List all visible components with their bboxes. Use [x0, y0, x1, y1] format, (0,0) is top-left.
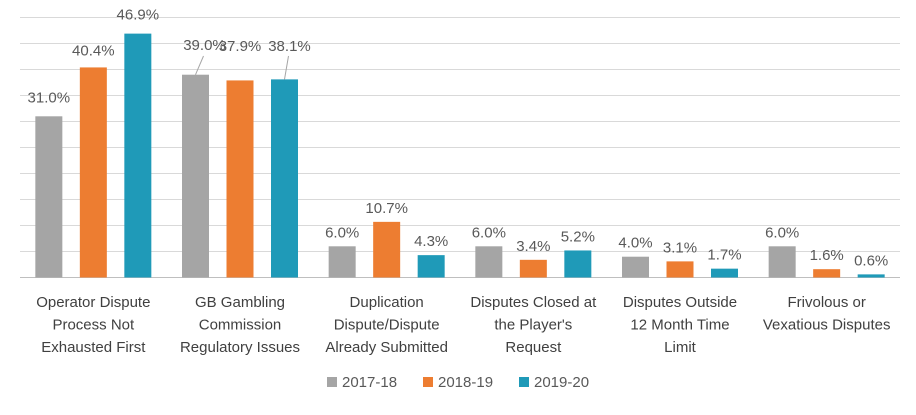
category-label: Frivolous or Vexatious Disputes: [763, 294, 891, 334]
data-label: 4.0%: [618, 235, 652, 252]
category-label: Operator Dispute Process Not Exhausted Fir…: [36, 294, 150, 356]
legend-swatch: [423, 377, 433, 387]
data-label: 6.0%: [472, 224, 506, 241]
bar-2018-19-5: [813, 269, 841, 278]
legend-label: 2017-18: [342, 374, 397, 391]
label-leader-line: [284, 55, 289, 80]
data-label: 31.0%: [28, 89, 71, 106]
legend-label: 2018-19: [438, 374, 493, 391]
bar-2017-18-5: [768, 246, 796, 278]
data-label: 6.0%: [325, 224, 359, 241]
data-label: 0.6%: [854, 252, 888, 269]
bar-2019-20-3: [564, 250, 592, 278]
data-label: 4.3%: [414, 233, 448, 250]
bar-2019-20-5: [857, 274, 885, 278]
bar-2017-18-3: [475, 246, 503, 278]
bar-2017-18-2: [328, 246, 356, 278]
bar-2019-20-1: [271, 79, 298, 278]
bar-2018-19-2: [373, 221, 401, 278]
bar-2019-20-2: [417, 255, 445, 278]
category-label: Disputes Closed at the Player's Request: [470, 294, 597, 356]
legend-swatch: [327, 377, 337, 387]
bar-2018-19-1: [226, 80, 254, 278]
category-labels: Operator Dispute Process Not Exhausted Fir…: [36, 294, 890, 356]
data-label: 38.1%: [268, 38, 311, 55]
data-label: 5.2%: [561, 228, 595, 245]
data-label: 39.0%: [183, 37, 226, 54]
data-label: 6.0%: [765, 224, 799, 241]
bar-2018-19-4: [666, 261, 694, 278]
bar-2019-20-4: [711, 268, 738, 278]
data-label: 3.4%: [516, 238, 550, 255]
category-label: GB Gambling Commission Regulatory Issues: [180, 294, 300, 356]
category-label: Duplication Dispute/Dispute Already Submit…: [325, 294, 448, 356]
gridlines: [20, 17, 900, 278]
legend-swatch: [519, 377, 529, 387]
legend: 2017-18 2018-19 2019-20: [327, 374, 589, 391]
legend-label: 2019-20: [534, 374, 589, 391]
data-label: 1.6%: [810, 247, 844, 264]
label-leader-line: [195, 55, 204, 75]
data-labels: 31.0% 40.4% 46.9% 39.0%37.9% 38.1% 6.0% 10.7% 4…: [28, 7, 889, 270]
bar-2017-18-4: [622, 256, 649, 278]
data-label: 46.9%: [117, 7, 160, 24]
data-label: 10.7%: [365, 200, 408, 217]
bar-2017-18-0: [35, 116, 63, 278]
data-label: 37.9%: [219, 38, 262, 55]
bar-2018-19-0: [79, 67, 107, 278]
data-label: 1.7%: [707, 247, 741, 264]
category-label: Disputes Outside 12 Month Time Limit: [623, 294, 737, 356]
data-label: 3.1%: [663, 239, 697, 256]
bar-2018-19-3: [519, 259, 547, 278]
bar-2017-18-1: [182, 74, 209, 278]
data-label: 40.4%: [72, 42, 115, 59]
bars: [35, 33, 885, 278]
bar-2019-20-0: [124, 33, 152, 278]
